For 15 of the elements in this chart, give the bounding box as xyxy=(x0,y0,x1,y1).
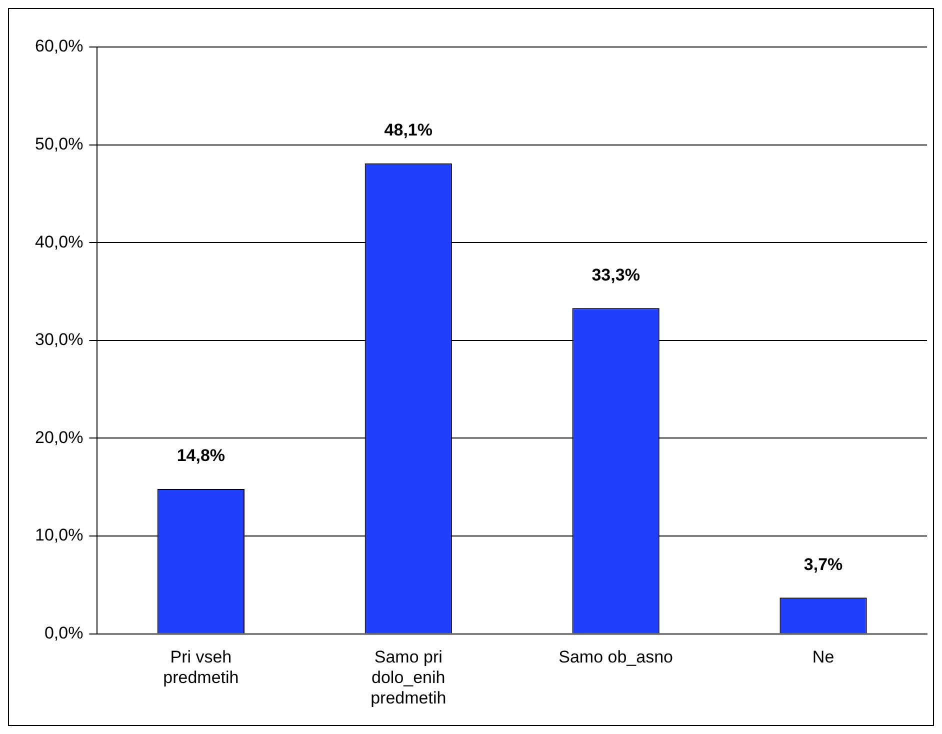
x-tick-label: Pri vseh predmetih xyxy=(163,648,239,688)
y-tick-label: 0,0% xyxy=(44,623,84,642)
y-tick-label: 20,0% xyxy=(35,428,84,447)
y-tick-label: 60,0% xyxy=(35,36,84,56)
x-tick-label: Samo pri dolo_enih predmetih xyxy=(370,648,446,708)
y-tick-label: 10,0% xyxy=(35,526,84,545)
y-tick-label: 50,0% xyxy=(35,134,84,154)
x-tick-label: Ne xyxy=(812,648,834,667)
data-label: 48,1% xyxy=(384,120,432,140)
data-label: 33,3% xyxy=(592,265,640,284)
data-label: 3,7% xyxy=(804,554,843,574)
y-tick-label: 40,0% xyxy=(35,232,84,252)
y-tick-label: 30,0% xyxy=(35,330,84,350)
x-tick-label: Samo ob_asno xyxy=(558,648,674,667)
data-label: 14,8% xyxy=(176,446,226,466)
